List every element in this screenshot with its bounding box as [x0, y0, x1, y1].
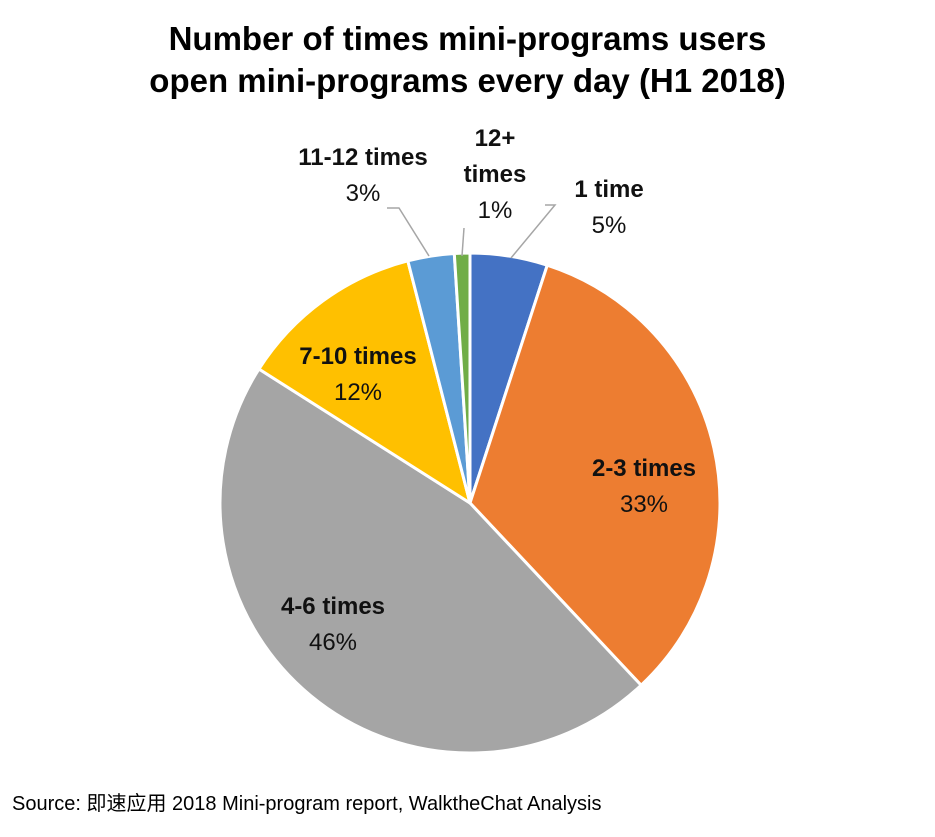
- slice-label: 2-3 times: [592, 455, 696, 482]
- slice-percent: 33%: [620, 491, 668, 518]
- slice-label: 7-10 times: [299, 343, 416, 370]
- pie-slice-7-10-times: [257, 259, 472, 505]
- slice-label: 4-6 times: [281, 593, 385, 620]
- slice-label: times: [464, 161, 527, 188]
- slice-label: 12+: [475, 125, 516, 152]
- chart-title-line-2: open mini-programs every day (H1 2018): [149, 62, 786, 99]
- pie-slice-4-6-times: [218, 367, 643, 755]
- data-label: 11-12 times 3%: [298, 144, 427, 207]
- source-note: Source: 即速应用 2018 Mini-program report, W…: [12, 793, 602, 815]
- data-label: 2-3 times 33%: [592, 455, 696, 518]
- chart-title-line-1: Number of times mini-programs users: [168, 20, 767, 57]
- leader-line: [510, 204, 557, 259]
- slice-percent: 5%: [592, 212, 627, 239]
- slice-percent: 1%: [478, 197, 513, 224]
- slice-percent: 12%: [334, 379, 382, 406]
- chart-title: Number of times mini-programs users open…: [0, 18, 935, 102]
- slice-percent: 3%: [346, 180, 381, 207]
- data-label: 7-10 times 12%: [299, 343, 416, 406]
- data-label: 4-6 times 46%: [281, 593, 385, 656]
- leader-line: [461, 227, 465, 257]
- slice-percent: 46%: [309, 629, 357, 656]
- leader-line: [387, 207, 430, 257]
- pie-slice-2-3-times: [468, 263, 722, 687]
- data-label: 12+ times 1%: [464, 125, 527, 224]
- data-label: 1 time 5%: [574, 176, 643, 239]
- slice-label: 11-12 times: [298, 144, 427, 171]
- slice-label: 1 time: [574, 176, 643, 203]
